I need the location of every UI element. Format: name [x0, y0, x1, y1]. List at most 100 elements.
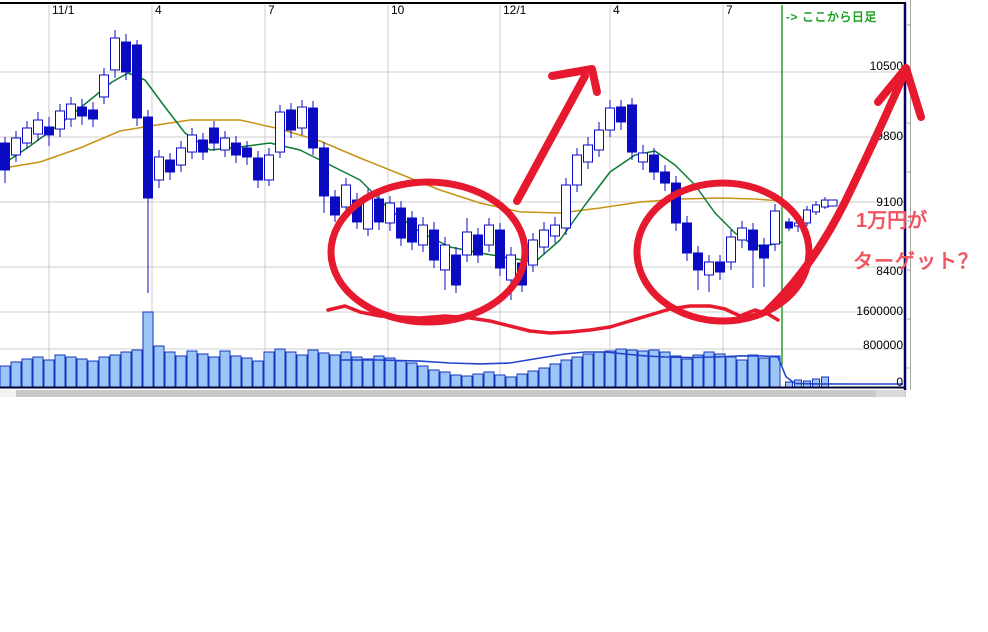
candle-down: [319, 147, 329, 197]
volume-bar: [329, 354, 341, 388]
volume-bar: [98, 356, 110, 388]
volume-bar: [670, 355, 682, 388]
candle-up: [638, 152, 648, 163]
volume-bar: [54, 354, 66, 388]
candle-up: [506, 254, 516, 281]
volume-bar: [516, 373, 528, 388]
x-axis-label: 7: [726, 3, 733, 17]
candle-up: [66, 103, 76, 120]
volume-ma-line: [340, 351, 903, 385]
volume-bar: [593, 351, 605, 388]
candle-down: [429, 229, 439, 261]
volume-bar: [494, 374, 506, 388]
volume-bar: [681, 358, 693, 388]
candle-down: [143, 116, 153, 199]
candle-up: [99, 74, 109, 98]
candle-down: [660, 171, 670, 184]
candle-up: [264, 154, 274, 181]
volume-bar: [384, 357, 396, 388]
volume-bar: [21, 358, 33, 388]
candle-down: [77, 106, 87, 117]
candle-up: [803, 209, 811, 224]
candle-up: [385, 202, 395, 224]
current-price-marker: [827, 199, 838, 207]
candle-down: [165, 159, 175, 173]
volume-bar: [439, 371, 451, 388]
volume-bar: [43, 359, 55, 388]
candle-down: [286, 109, 296, 131]
candle-up: [176, 147, 186, 166]
x-axis-label: 7: [268, 3, 275, 17]
red-arrow-right-shaft: [764, 68, 909, 314]
volume-bar: [263, 351, 275, 388]
volume-bar: [164, 351, 176, 388]
volume-bar: [175, 355, 187, 388]
candle-up: [462, 231, 472, 256]
candle-up: [528, 239, 538, 266]
candle-up: [605, 107, 615, 131]
volume-bar: [785, 381, 793, 388]
candle-down: [242, 147, 252, 158]
candle-up: [550, 224, 560, 237]
volume-bar: [582, 353, 594, 388]
volume-bar: [65, 356, 77, 388]
candle-down: [121, 41, 131, 73]
horizontal-scrollbar-track[interactable]: [0, 390, 906, 397]
candle-up: [770, 210, 780, 245]
candle-up: [55, 110, 65, 130]
candle-up: [297, 106, 307, 129]
candle-up: [821, 199, 829, 208]
candle-down: [132, 44, 142, 119]
price-axis-label: 9800: [876, 129, 903, 143]
candle-up: [812, 204, 820, 213]
scrollbar-thumb[interactable]: [876, 390, 905, 397]
price-axis-label: 1600000: [856, 304, 903, 318]
x-axis-label: 4: [155, 3, 162, 17]
volume-bar: [32, 356, 44, 388]
volume-bar: [758, 357, 770, 388]
candle-up: [539, 229, 549, 248]
volume-bar: [274, 348, 286, 388]
candle-up: [484, 224, 494, 246]
candle-down: [748, 229, 758, 251]
candle-up: [594, 129, 604, 151]
candle-down: [785, 221, 793, 229]
volume-bar: [186, 350, 198, 388]
red-arrow-mid-shaft: [513, 72, 589, 205]
candle-up: [11, 137, 21, 156]
volume-bar: [505, 376, 517, 388]
candle-down: [330, 196, 340, 216]
volume-bar: [395, 360, 407, 388]
volume-bar: [812, 378, 820, 388]
candle-up: [341, 184, 351, 208]
volume-bar: [725, 356, 737, 388]
volume-bar: [450, 374, 462, 388]
volume-bar: [76, 358, 88, 388]
red-arrow-right-head: [874, 64, 925, 121]
candle-down: [396, 207, 406, 239]
candle-up: [726, 236, 736, 263]
volume-bar: [692, 354, 704, 388]
scrollbar-left-cap[interactable]: [0, 390, 16, 397]
candle-down: [209, 127, 219, 144]
red-circle-annotation: [633, 179, 813, 325]
candle-down: [682, 222, 692, 254]
volume-bar: [769, 355, 781, 388]
candle-up: [110, 37, 120, 71]
volume-bar: [538, 367, 550, 388]
candle-up: [275, 111, 285, 153]
candle-down: [198, 139, 208, 153]
volume-bar: [230, 355, 242, 388]
volume-bar: [10, 361, 22, 388]
candle-up: [187, 134, 197, 153]
candle-down: [759, 244, 769, 259]
volume-bar: [461, 375, 473, 388]
x-axis-label: 12/1: [503, 3, 527, 17]
price-axis-label: 8400: [876, 264, 903, 278]
candle-up: [33, 119, 43, 135]
volume-bar: [483, 371, 495, 388]
volume-bar: [131, 349, 143, 388]
volume-bar: [252, 360, 264, 388]
volume-bar: [153, 345, 165, 388]
volume-bar: [219, 350, 231, 388]
